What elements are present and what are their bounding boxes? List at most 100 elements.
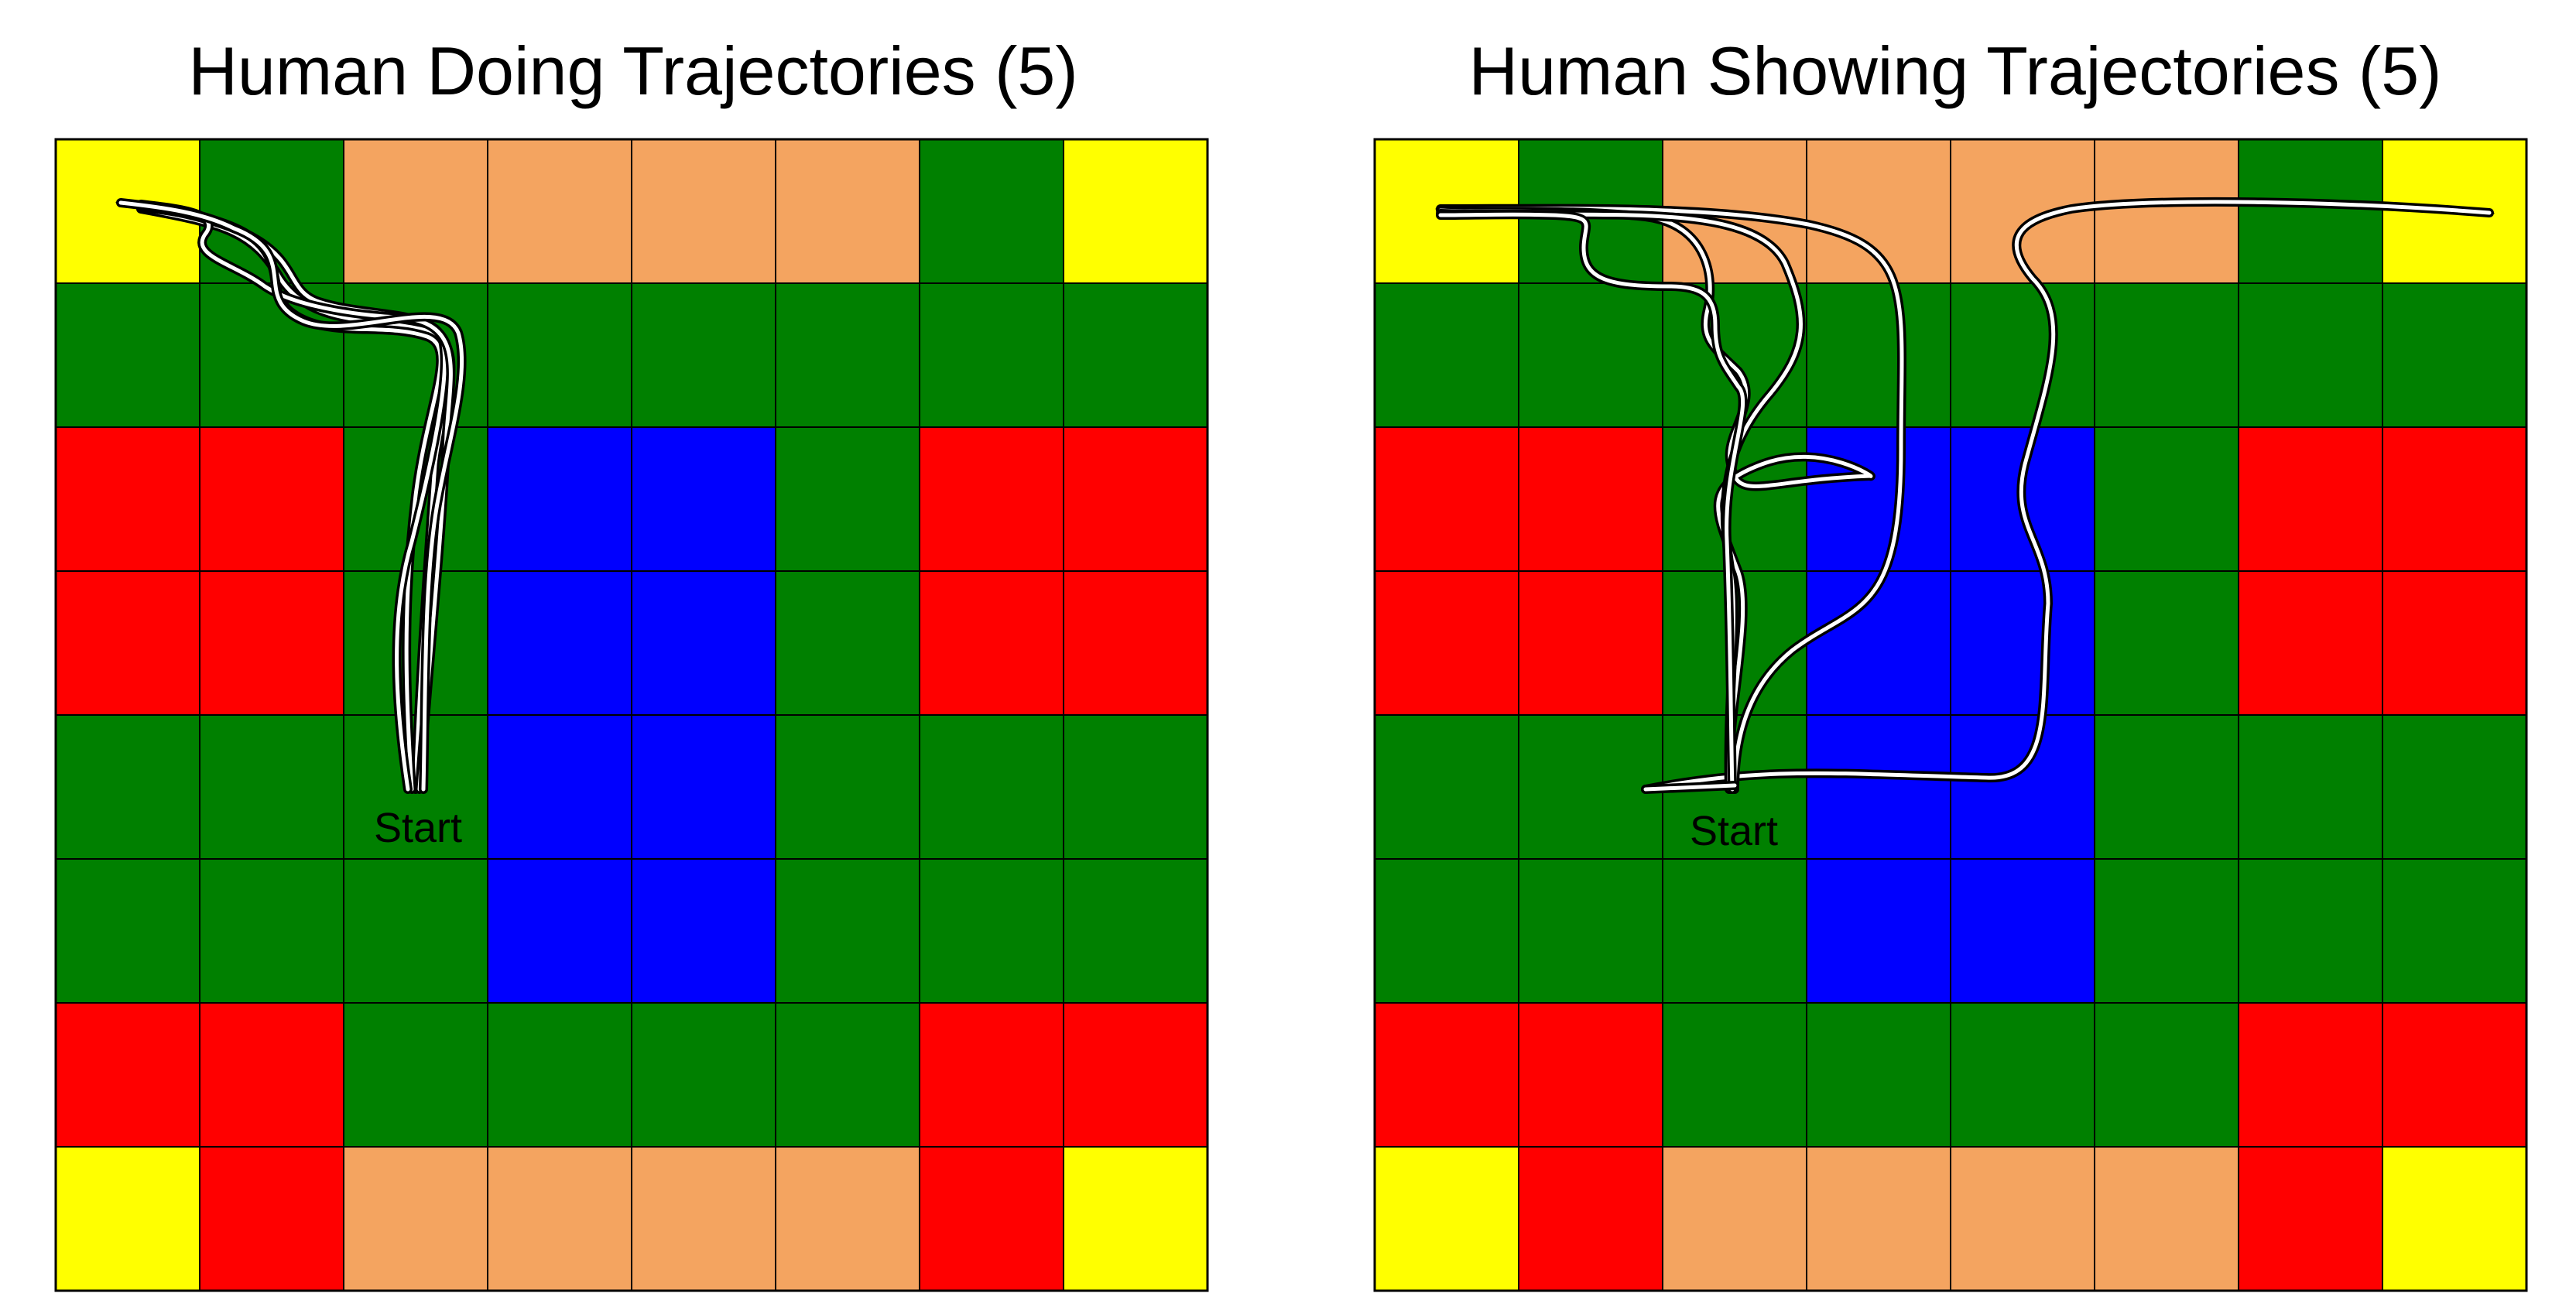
- grid-cell: [775, 426, 920, 572]
- grid-cell: [199, 570, 344, 716]
- grid-cell: [2238, 858, 2383, 1004]
- grid-cell: [199, 1002, 344, 1148]
- grid-cell: [2094, 282, 2239, 428]
- grid-cell: [775, 858, 920, 1004]
- grid-cell: [2382, 1002, 2527, 1148]
- grid-cell: [1518, 282, 1663, 428]
- grid-cell: [2382, 858, 2527, 1004]
- grid-cell: [919, 570, 1064, 716]
- grid-cell: [631, 858, 776, 1004]
- gridworld: [54, 138, 1209, 1292]
- grid-cell: [2382, 714, 2527, 860]
- grid-cell: [55, 282, 200, 428]
- trajectory-core: [1438, 212, 1745, 792]
- grid-cell: [487, 714, 632, 860]
- grid-cell: [55, 714, 200, 860]
- grid-cell: [1063, 1146, 1208, 1291]
- grid-cell: [919, 1002, 1064, 1148]
- grid-cell: [1518, 570, 1663, 716]
- trajectory-5: [115, 198, 467, 794]
- grid-cell: [775, 282, 920, 428]
- grid-cell: [1374, 1146, 1519, 1291]
- grid-cell: [487, 282, 632, 428]
- grid-cell: [1063, 282, 1208, 428]
- grid-cell: [631, 139, 776, 284]
- grid-cell: [343, 139, 488, 284]
- trajectory-1: [1641, 197, 2495, 794]
- grid-cell: [1063, 714, 1208, 860]
- grid-cell: [919, 139, 1064, 284]
- panel-title: Human Doing Trajectories (5): [188, 32, 1077, 109]
- grid-cell: [1950, 1146, 2095, 1291]
- grid-cell: [1374, 570, 1519, 716]
- grid-cell: [775, 714, 920, 860]
- trajectory-2: [1435, 204, 1906, 794]
- grid-cell: [199, 426, 344, 572]
- grid-cell: [1806, 858, 1951, 1004]
- grid-cell: [1806, 282, 1951, 428]
- grid-cell: [775, 570, 920, 716]
- grid-cell: [1518, 426, 1663, 572]
- trajectories: [115, 198, 467, 794]
- grid-cell: [55, 570, 200, 716]
- panel-doing: Human Doing Trajectories (5): [54, 32, 1209, 1292]
- grid-cell: [2238, 1002, 2383, 1148]
- grid-cell: [1374, 858, 1519, 1004]
- grid-cell: [1518, 714, 1663, 860]
- grid-cell: [1374, 714, 1519, 860]
- grid-cell: [1518, 1146, 1663, 1291]
- grid-cell: [631, 282, 776, 428]
- grid-cell: [631, 570, 776, 716]
- grid-cell: [1063, 858, 1208, 1004]
- gridworld: [1373, 138, 2528, 1292]
- grid-cell: [2094, 426, 2239, 572]
- grid-cell: [487, 570, 632, 716]
- trajectory-start-tail: [1641, 781, 1739, 794]
- grid-cell: [1806, 714, 1951, 860]
- grid-cell: [2094, 714, 2239, 860]
- grid-cell: [2382, 426, 2527, 572]
- grid-cell: [1063, 139, 1208, 284]
- grid-cell: [919, 858, 1064, 1004]
- grid-cell: [2382, 570, 2527, 716]
- grid-cell: [1950, 570, 2095, 716]
- trajectories: [1435, 197, 2495, 794]
- grid-cell: [1950, 1002, 2095, 1148]
- trajectory-core: [118, 200, 464, 792]
- grid-cell: [631, 714, 776, 860]
- grid-cell: [1662, 1146, 1807, 1291]
- grid-cell: [2094, 570, 2239, 716]
- grid-cell: [1374, 426, 1519, 572]
- grid-cell: [1950, 858, 2095, 1004]
- grid-cell: [199, 1146, 344, 1291]
- trajectory-5: [1436, 210, 1748, 794]
- grid-cell: [2382, 1146, 2527, 1291]
- grid-cell: [1662, 282, 1807, 428]
- grid-cell: [1950, 714, 2095, 860]
- grid-cell: [487, 139, 632, 284]
- grid-cell: [1806, 1146, 1951, 1291]
- grid-cell: [2094, 1002, 2239, 1148]
- panel-showing: Human Showing Trajectories (5): [1373, 32, 2528, 1292]
- grid-cell: [55, 1146, 200, 1291]
- start-label: Start: [1690, 808, 1778, 854]
- grid-cell: [487, 1002, 632, 1148]
- grid-cell: [2238, 139, 2383, 284]
- grid-cell: [199, 714, 344, 860]
- grid-cell: [1063, 1002, 1208, 1148]
- grid-cell: [919, 1146, 1064, 1291]
- grid-cell: [631, 426, 776, 572]
- grid-cell: [343, 1146, 488, 1291]
- grid-cell: [1063, 570, 1208, 716]
- grid-cell: [919, 426, 1064, 572]
- grid-cell: [487, 858, 632, 1004]
- grid-cell: [1806, 1002, 1951, 1148]
- grid-cell: [919, 714, 1064, 860]
- grid-cell: [775, 139, 920, 284]
- grid-cell: [2094, 858, 2239, 1004]
- grid-cell: [343, 1002, 488, 1148]
- grid-cell: [2382, 282, 2527, 428]
- grid-cell: [1662, 1002, 1807, 1148]
- trajectory-core: [1438, 207, 1904, 792]
